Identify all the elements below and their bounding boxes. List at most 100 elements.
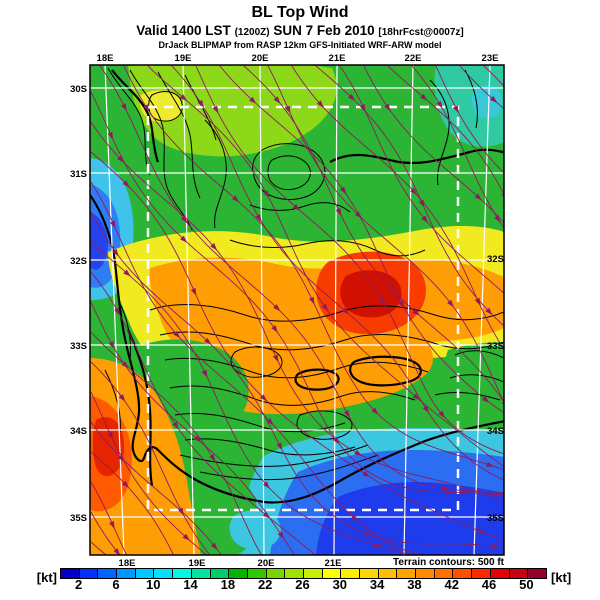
streamline-arrow xyxy=(410,187,418,196)
streamline-arrow xyxy=(276,442,283,451)
colorbar-tick-label: 34 xyxy=(369,577,385,592)
terrain-contour xyxy=(252,143,326,200)
streamline-arrow xyxy=(232,195,240,203)
streamline-arrow xyxy=(374,542,382,548)
page-title: BL Top Wind xyxy=(251,4,349,21)
colorbar-segments xyxy=(60,568,547,579)
streamline-arrow xyxy=(420,93,428,101)
streamline xyxy=(90,121,504,502)
streamline-arrow xyxy=(193,435,202,443)
streamline xyxy=(243,65,504,403)
terrain-contour xyxy=(184,438,356,456)
colorbar-segment xyxy=(284,569,303,578)
grid-line xyxy=(333,64,338,556)
right-axis-label: 34S xyxy=(487,426,504,437)
streamline-arrow xyxy=(476,528,485,534)
streamline-arrow xyxy=(143,104,150,112)
terrain-contour xyxy=(169,385,416,406)
streamline-arrow xyxy=(476,488,485,494)
streamline-arrow xyxy=(259,394,268,402)
terrain-contour xyxy=(230,346,283,378)
coastline xyxy=(90,194,504,504)
streamline-arrow xyxy=(486,461,495,467)
right-axis-label: 32S xyxy=(487,254,504,265)
terrain-contour xyxy=(429,79,450,186)
colorbar-segment xyxy=(377,569,397,578)
streamline-arrow xyxy=(359,103,366,112)
streamline-arrow xyxy=(107,431,113,440)
streamline xyxy=(90,91,504,496)
terrain-contours xyxy=(90,67,504,504)
streamline-arrow xyxy=(489,96,498,103)
streamline-arrow xyxy=(197,99,204,108)
terrain-contour xyxy=(434,392,501,401)
streamline xyxy=(363,65,504,224)
wind-speed-region xyxy=(90,212,108,270)
terrain-contour xyxy=(104,369,121,433)
top-axis-label: 21E xyxy=(329,53,346,64)
streamline-arrow xyxy=(262,481,270,489)
bottom-axis-label: 21E xyxy=(325,558,342,569)
colorbar-segment xyxy=(246,569,266,578)
right-axis-label: 35S xyxy=(487,513,504,524)
streamline-arrow xyxy=(292,203,301,211)
streamline-arrow xyxy=(333,436,340,445)
colorbar-tick-label: 50 xyxy=(519,577,534,592)
streamline-arrow xyxy=(117,155,124,163)
colorbar-segment xyxy=(321,569,341,578)
streamline xyxy=(90,421,222,555)
streamline xyxy=(90,271,317,555)
streamline-arrow xyxy=(350,514,359,522)
streamline-arrow xyxy=(172,421,179,430)
left-axis-label: 34S xyxy=(70,426,87,437)
streamline-arrow xyxy=(384,103,391,112)
valid-fcst: [18hrFcst@0007z] xyxy=(378,27,464,39)
streamline-arrow xyxy=(453,105,459,114)
colorbar-tick-label: 30 xyxy=(332,577,348,592)
streamline-arrow xyxy=(412,393,420,401)
streamline-arrow xyxy=(262,511,270,519)
terrain-contour xyxy=(107,67,151,176)
streamline xyxy=(435,65,504,174)
colorbar-segment xyxy=(116,569,135,578)
nested-domain-boundary xyxy=(146,105,460,512)
streamline xyxy=(195,65,504,455)
streamline-arrow xyxy=(121,103,127,112)
streamline-arrow xyxy=(354,449,363,456)
terrain-contour xyxy=(174,412,346,433)
colorbar-segment xyxy=(452,569,472,578)
colorbar-unit-left: [kt] xyxy=(37,570,57,585)
grid-line xyxy=(403,64,414,556)
wind-speed-region xyxy=(92,417,124,477)
streamline xyxy=(90,541,107,555)
streamline-arrow xyxy=(485,307,493,315)
top-axis-label: 18E xyxy=(97,53,114,64)
streamline-arrow xyxy=(109,521,115,529)
right-axis-label: 33S xyxy=(487,341,504,352)
colorbar-segment xyxy=(209,569,229,578)
streamline xyxy=(90,211,504,549)
colorbar-tick-label: 38 xyxy=(407,577,422,592)
streamline xyxy=(90,181,422,555)
streamline-arrow xyxy=(436,100,443,109)
colorbar-segment xyxy=(302,569,322,578)
streamline-arrow xyxy=(114,307,121,316)
streamline-arrow xyxy=(364,530,373,537)
streamline xyxy=(147,65,504,468)
streamline-arrow xyxy=(422,405,429,414)
streamline-arrow xyxy=(204,337,212,345)
streamline-arrow xyxy=(180,215,188,224)
streamline-arrow xyxy=(201,369,208,378)
streamline-arrow xyxy=(438,410,445,419)
streamline-arrow xyxy=(474,193,482,201)
terrain-contour xyxy=(454,350,504,359)
streamline-arrow xyxy=(210,243,218,251)
streamline xyxy=(387,65,504,196)
streamline-arrow xyxy=(122,480,130,489)
streamline-arrow xyxy=(108,341,115,349)
colorbar-segment xyxy=(527,569,546,578)
streamline-arrow xyxy=(418,199,425,208)
streamline-arrow xyxy=(121,361,129,369)
terrain-contours-note: Terrain contours: 500 ft xyxy=(393,557,505,568)
colorbar-segment xyxy=(228,569,247,578)
